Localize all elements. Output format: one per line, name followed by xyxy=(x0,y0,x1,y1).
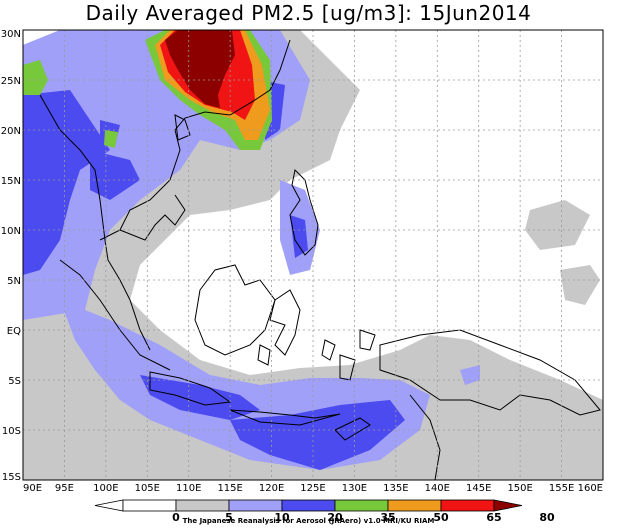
colorbar-swatch xyxy=(387,499,442,512)
colorbar-swatch xyxy=(175,499,230,512)
lon-tick-label: 115E xyxy=(217,483,242,494)
colorbar-swatch xyxy=(122,499,177,512)
lat-tick-label: 5N xyxy=(7,276,21,287)
colorbar-level-label: 20 xyxy=(327,511,343,524)
colorbar-level-label: 0 xyxy=(172,511,180,524)
lat-tick-label: 25N xyxy=(1,76,21,87)
lat-tick-label: 10N xyxy=(1,226,21,237)
longitude-labels: 90E 95E 100E 105E 110E 115E 120E 125E 130E 135E 14… xyxy=(23,483,603,494)
lat-tick-label: 10S xyxy=(2,426,21,437)
colorbar-swatch xyxy=(281,499,336,512)
lat-tick-label: 5S xyxy=(8,376,21,387)
lat-tick-label: 15N xyxy=(1,176,21,187)
pm25-field xyxy=(23,30,603,480)
colorbar-high-arrow xyxy=(493,499,523,512)
lon-tick-label: 150E xyxy=(507,483,532,494)
lon-tick-label: 95E xyxy=(55,483,74,494)
lon-tick-label: 160E xyxy=(578,483,603,494)
colorbar-low-arrow xyxy=(94,499,124,512)
lat-tick-label: 15S xyxy=(2,472,21,483)
map-grid xyxy=(23,30,603,480)
lon-tick-label: 105E xyxy=(135,483,160,494)
colorbar-level-label: 65 xyxy=(486,511,501,524)
lon-tick-label: 145E xyxy=(466,483,491,494)
lat-tick-label: 30N xyxy=(1,29,21,40)
lat-tick-label: EQ xyxy=(7,326,21,337)
map-frame xyxy=(22,29,604,481)
colorbar: 0 5 10 20 35 50 65 80 xyxy=(94,499,555,524)
data-credit: The Japanese Reanalysis for Aerosol (JRA… xyxy=(182,517,435,525)
pm25-level-80-plus xyxy=(165,30,235,108)
lon-tick-label: 135E xyxy=(383,483,408,494)
colorbar-level-label: 10 xyxy=(274,511,290,524)
coastlines xyxy=(39,39,601,480)
lat-tick-label: 20N xyxy=(1,126,21,137)
colorbar-swatch xyxy=(334,499,389,512)
lon-tick-label: 155E xyxy=(549,483,574,494)
colorbar-swatch xyxy=(440,499,495,512)
lon-tick-label: 100E xyxy=(93,483,118,494)
colorbar-level-label: 50 xyxy=(433,511,449,524)
lon-tick-label: 130E xyxy=(342,483,367,494)
colorbar-level-label: 5 xyxy=(225,511,233,524)
lon-tick-label: 110E xyxy=(176,483,201,494)
colorbar-level-label: 80 xyxy=(539,511,555,524)
lon-tick-label: 125E xyxy=(300,483,325,494)
colorbar-level-label: 35 xyxy=(380,511,395,524)
latitude-labels: 30N 25N 20N 15N 10N 5N EQ 5S 10S 15S xyxy=(1,29,21,483)
lon-tick-label: 90E xyxy=(23,483,42,494)
page-title: Daily Averaged PM2.5 [ug/m3]: 15Jun2014 xyxy=(85,1,532,25)
lon-tick-label: 140E xyxy=(425,483,450,494)
lon-tick-label: 120E xyxy=(259,483,284,494)
colorbar-swatch xyxy=(228,499,283,512)
